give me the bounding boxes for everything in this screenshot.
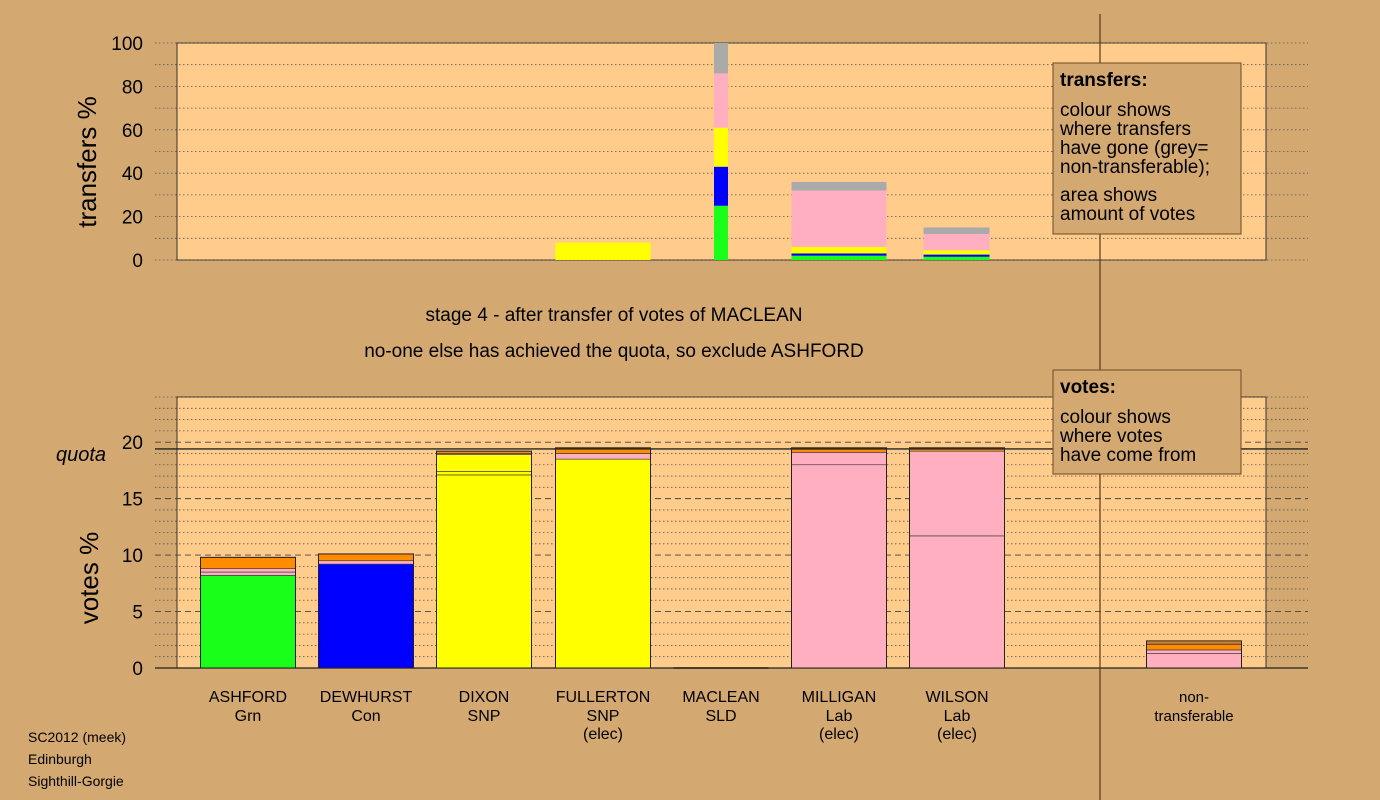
transfers-legend-line: colour shows xyxy=(1060,100,1171,121)
candidate-party: SLD xyxy=(705,708,736,725)
vote-segment xyxy=(200,568,296,573)
transfer-source-segment xyxy=(714,166,728,206)
votes-legend-line: colour shows xyxy=(1060,407,1171,428)
candidate-elected: (elec) xyxy=(819,726,859,743)
vote-segment xyxy=(318,553,414,562)
candidate-party: Lab xyxy=(944,708,971,725)
y-tick-label: 0 xyxy=(132,251,143,272)
candidate-name: DIXON xyxy=(459,689,510,706)
footer-line: Edinburgh xyxy=(28,751,92,767)
y-tick-label: 20 xyxy=(122,208,143,229)
transfers-legend-line: area shows xyxy=(1060,185,1157,206)
nontransferable-segment xyxy=(1146,643,1242,651)
transfers-bars xyxy=(555,43,990,260)
vote-bar-outline xyxy=(200,556,296,669)
votes-y-axis-label: votes % xyxy=(74,532,104,625)
candidate-party: Lab xyxy=(826,708,853,725)
candidate-party: Con xyxy=(351,708,380,725)
vote-segment xyxy=(791,464,887,669)
transfer-segment xyxy=(923,233,990,251)
vote-segment xyxy=(436,454,532,472)
transfer-segment xyxy=(791,255,887,260)
vote-segment xyxy=(791,452,887,466)
candidate-name: ASHFORD xyxy=(209,689,287,706)
votes-y-ticks: 0 5 10 15 20 xyxy=(122,433,143,680)
transfer-segment xyxy=(923,227,990,234)
candidate-party: Grn xyxy=(235,708,262,725)
nontransferable-outline xyxy=(1146,640,1242,669)
transfer-segment xyxy=(791,253,887,256)
transfer-segment xyxy=(923,256,990,260)
transfer-segment xyxy=(791,190,887,247)
y-tick-label: 10 xyxy=(122,546,143,567)
transfers-legend-line: where transfers xyxy=(1059,119,1191,140)
candidate-elected: (elec) xyxy=(583,726,623,743)
vote-segment xyxy=(909,535,1005,669)
transfers-legend-line: have gone (grey= xyxy=(1060,138,1208,159)
nontransferable-label: transferable xyxy=(1154,708,1233,725)
candidate-name: FULLERTON xyxy=(556,689,651,706)
vote-segment xyxy=(200,575,296,669)
vote-segment xyxy=(318,563,414,669)
y-tick-label: 60 xyxy=(122,121,143,142)
candidate-elected: (elec) xyxy=(937,726,977,743)
transfer-segment xyxy=(791,181,887,191)
transfer-source-segment xyxy=(714,205,728,260)
y-tick-label: 80 xyxy=(122,77,143,98)
transfers-legend: transfers: colour shows where transfers … xyxy=(1052,62,1242,235)
vote-segment xyxy=(436,471,532,476)
candidate-party: SNP xyxy=(468,708,501,725)
vote-segment xyxy=(200,557,296,569)
footer-line: Sighthill-Gorgie xyxy=(28,773,124,789)
candidate-name: MACLEAN xyxy=(682,689,759,706)
transfer-segment xyxy=(555,242,651,260)
vote-segment xyxy=(555,458,651,669)
transfers-legend-line: amount of votes xyxy=(1060,204,1195,225)
nontransferable-segment xyxy=(1146,649,1242,654)
candidate-name: DEWHURST xyxy=(320,689,413,706)
y-tick-label: 40 xyxy=(122,164,143,185)
vote-segment xyxy=(555,453,651,460)
vote-segment xyxy=(318,560,414,565)
transfer-source-segment xyxy=(714,127,728,167)
quota-label: quota xyxy=(56,444,106,466)
transfers-y-axis-label: transfers % xyxy=(72,96,102,228)
transfer-source-segment xyxy=(714,43,728,74)
transfer-segment xyxy=(791,246,887,254)
transfer-segment xyxy=(923,254,990,257)
nontransferable-segment xyxy=(1146,653,1242,669)
nontransferable-label: non- xyxy=(1179,689,1209,706)
transfers-y-ticks: 0 20 40 60 80 100 xyxy=(111,34,143,272)
votes-legend: votes: colour shows where votes have com… xyxy=(1052,369,1242,475)
transfer-source-segment xyxy=(714,73,728,128)
y-tick-label: 5 xyxy=(132,603,143,624)
candidate-name: MILLIGAN xyxy=(802,689,877,706)
vote-bar-outline xyxy=(909,447,1005,669)
y-tick-label: 0 xyxy=(132,659,143,680)
vote-segment xyxy=(436,474,532,669)
candidate-party: SNP xyxy=(587,708,620,725)
candidate-name: WILSON xyxy=(925,689,988,706)
footer-line: SC2012 (meek) xyxy=(28,729,127,745)
y-tick-label: 100 xyxy=(111,34,143,55)
transfer-segment xyxy=(923,250,990,255)
transfers-legend-title: transfers: xyxy=(1060,70,1148,91)
stage-title: stage 4 - after transfer of votes of MAC… xyxy=(426,305,803,326)
votes-legend-line: where votes xyxy=(1059,426,1162,447)
y-tick-label: 15 xyxy=(122,490,143,511)
transfers-legend-line: non-transferable); xyxy=(1060,157,1210,178)
vote-segment xyxy=(909,450,1005,537)
votes-legend-line: have come from xyxy=(1060,445,1196,466)
vote-bar-outline xyxy=(436,450,532,669)
stage-subtitle: no-one else has achieved the quota, so e… xyxy=(364,341,864,362)
y-tick-label: 20 xyxy=(122,433,143,454)
vote-bar-outline xyxy=(791,447,887,669)
candidate-labels: ASHFORD Grn DEWHURST Con DIXON SNP FULLERTON SN… xyxy=(209,689,1234,743)
vote-bar-outline xyxy=(555,447,651,669)
vote-segment xyxy=(200,571,296,576)
vote-bar-outline xyxy=(318,553,414,669)
votes-legend-title: votes: xyxy=(1060,377,1116,398)
